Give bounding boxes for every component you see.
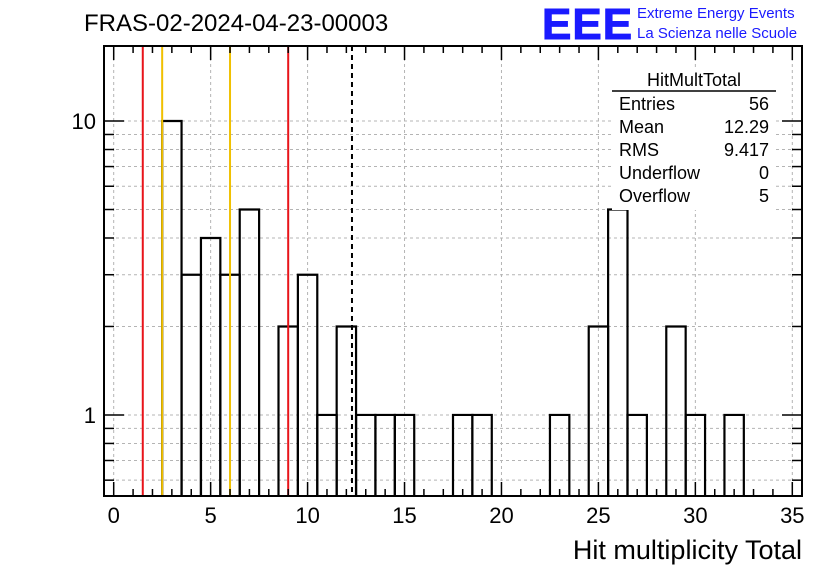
axis-ticks — [104, 46, 802, 496]
stats-value-underflow: 0 — [759, 163, 769, 183]
histogram-bar — [723, 413, 745, 496]
stats-value-mean: 12.29 — [724, 117, 769, 137]
histogram-bar — [335, 325, 358, 496]
x-axis-title: Hit multiplicity Total — [573, 535, 802, 565]
histogram-bar — [684, 413, 707, 496]
marker-lines — [141, 46, 353, 496]
histogram-bar — [374, 413, 396, 496]
histogram-bar — [296, 273, 319, 496]
histogram-bar — [548, 413, 571, 496]
histogram-bar — [587, 325, 610, 496]
histogram-bar — [471, 413, 493, 496]
histogram-bar — [665, 325, 687, 496]
histogram-bar — [238, 208, 261, 496]
stats-value-rms: 9.417 — [724, 140, 769, 160]
x-tick-label: 35 — [780, 503, 804, 528]
stats-box-title: HitMultTotal — [647, 70, 741, 90]
x-tick-label: 5 — [205, 503, 217, 528]
stats-label-underflow: Underflow — [619, 163, 701, 183]
histogram-bar — [393, 413, 416, 496]
x-tick-label: 10 — [295, 503, 319, 528]
histogram-bar — [161, 119, 183, 496]
plot-frame — [103, 45, 803, 497]
histogram-bar — [354, 413, 377, 496]
histogram-bar — [607, 208, 629, 496]
histogram-bar — [626, 413, 648, 496]
tick-labels: 0 5 10 15 20 25 30 35 1 10 — [72, 109, 805, 528]
stats-value-overflow: 5 — [759, 186, 769, 206]
logo-text-line1: Extreme Energy Events — [637, 5, 795, 22]
eee-logo: EEE Extreme Energy Events La Scienza nel… — [541, 0, 832, 50]
histogram-bar — [180, 273, 203, 496]
stats-label-mean: Mean — [619, 117, 664, 137]
stats-label-rms: RMS — [619, 140, 659, 160]
histogram-bar — [451, 413, 474, 496]
stats-box: HitMultTotal Entries 56 Mean 12.29 RMS 9… — [612, 68, 776, 210]
logo-text-line2: La Scienza nelle Scuole — [637, 25, 798, 42]
histogram-bar — [316, 413, 338, 496]
x-tick-label: 0 — [108, 503, 120, 528]
x-tick-label: 15 — [392, 503, 416, 528]
y-tick-label: 1 — [84, 403, 96, 428]
x-tick-label: 30 — [683, 503, 707, 528]
x-tick-label: 25 — [586, 503, 610, 528]
stats-value-entries: 56 — [749, 94, 769, 114]
chart-title: FRAS-02-2024-04-23-00003 — [84, 10, 389, 37]
stats-label-entries: Entries — [619, 94, 675, 114]
stats-label-overflow: Overflow — [619, 186, 691, 206]
x-tick-label: 20 — [489, 503, 513, 528]
y-tick-label: 10 — [72, 109, 96, 134]
eee-logo-mark: EEE — [541, 0, 634, 50]
